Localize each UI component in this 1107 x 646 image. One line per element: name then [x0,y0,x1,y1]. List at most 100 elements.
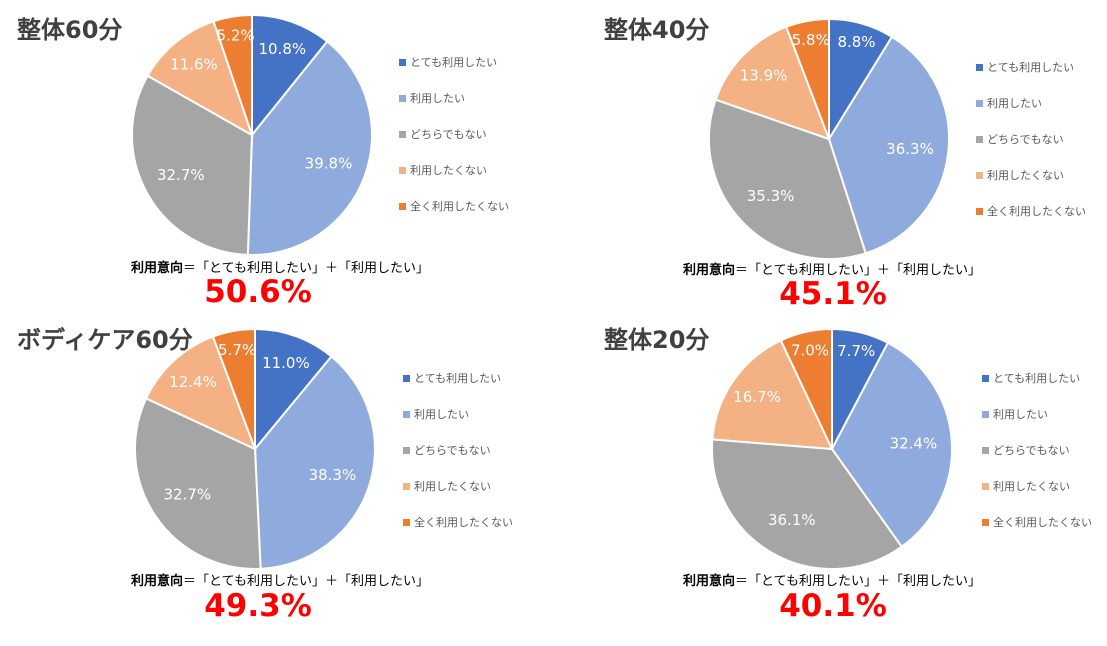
formula-expression: ＝「とても利用したい」＋「利用したい」 [735,263,981,278]
pie-data-label-very-unlikely: 5.8% [792,31,830,49]
pie-slice-neutral [134,397,262,570]
pie-slice-neutral [708,98,867,260]
pie-data-label-likely: 38.3% [309,466,357,484]
pie-data-label-neutral: 32.7% [157,166,205,184]
formula-label: 利用意向 [683,574,736,589]
pie-data-label-likely: 32.4% [890,435,938,453]
pie-data-label-very-likely: 11.0% [262,354,310,372]
pie-panel-seitai-60: 整体60分 10.8% 39.8% 32.7% 11.6% 5.2% とても利用したい利… [17,10,537,328]
pie-data-label-neutral: 32.7% [163,486,211,504]
pie-slice-neutral [711,438,904,570]
formula-expression: ＝「とても利用したい」＋「利用したい」 [183,261,429,276]
pie-data-label-unlikely: 12.4% [169,373,217,391]
pie-panel-seitai-40: 整体40分 8.8% 36.3% 35.3% 13.9% 5.8% とても利用したい 利用… [604,10,1107,328]
intent-percentage: 45.1% [779,276,887,312]
legend-label: どちらでもない [993,444,1070,457]
formula-label: 利用意向 [683,263,736,278]
legend-swatch [399,203,406,210]
legend-label: 利用したくない [410,164,487,177]
legend-swatch [403,411,410,418]
pie-slice-unlikely [714,25,831,141]
intent-percentage: 40.1% [779,588,887,624]
pie-slice-likely [246,40,373,256]
chart-title: ボディケア60分 [17,326,193,354]
legend-swatch [399,59,406,66]
legend-label: 利用したい [414,408,469,421]
legend-label: とても利用したい [410,56,498,69]
legend-swatch [403,447,410,454]
legend-label: 利用したくない [987,169,1064,182]
intent-percentage: 49.3% [204,588,312,624]
pie-slice-very-unlikely [212,13,253,136]
pie-chart: 11.0% 38.3% 32.7% 12.4%5.7% [134,327,376,570]
legend-swatch [982,375,989,382]
pie-data-label-likely: 39.8% [305,155,353,173]
legend-swatch [399,131,406,138]
pie-data-label-very-unlikely: 5.7% [218,341,256,359]
pie-slice-unlikely [146,20,254,138]
legend-swatch [399,95,406,102]
pie-chart: 10.8% 39.8% 32.7% 11.6% 5.2% [131,13,373,256]
pie-data-label-likely: 36.3% [886,140,934,158]
formula-expression: ＝「とても利用したい」＋「利用したい」 [735,574,981,589]
chart-title: 整体60分 [17,16,123,44]
pie-slice-likely [830,341,953,549]
pie-data-label-very-likely: 7.7% [837,342,875,360]
legend-swatch [976,64,983,71]
legend-label: 全く利用したくない [414,516,513,529]
formula-text: 利用意向＝「とても利用したい」＋「利用したい」 [131,257,429,276]
pie-slice-unlikely [144,335,257,451]
legend-swatch [982,411,989,418]
pie-panel-seitai-20: 整体20分 7.7% 32.4% 36.1% 16.7% 7.0% とても利用したい 利用… [604,320,1107,638]
pie-data-label-unlikely: 13.9% [740,67,788,85]
pie-data-label-unlikely: 16.7% [733,388,781,406]
pie-panel-bodycare-60: ボディケア60分 11.0% 38.3% 32.7% 12.4% 5.7% とても利用し… [17,320,537,638]
legend-label: とても利用したい [987,61,1075,74]
legend-swatch [399,167,406,174]
chart-title: 整体40分 [604,16,710,44]
legend-label: 利用したくない [993,480,1070,493]
legend-label: 利用したい [993,408,1048,421]
legend-label: 利用したくない [414,480,491,493]
pie-slice-very-unlikely [211,327,256,450]
pie-data-label-unlikely: 11.6% [170,56,218,74]
pie-data-label-very-likely: 8.8% [837,33,875,51]
legend-label: 利用したい [987,97,1042,110]
pie-data-label-very-unlikely: 7.0% [791,342,829,360]
legend-swatch [976,100,983,107]
pie-slice-unlikely [711,339,834,451]
legend-swatch [982,447,989,454]
pie-slice-neutral [131,74,254,256]
pie-slice-likely [253,355,376,570]
pie-slice-likely [827,35,950,255]
legend-swatch [982,519,989,526]
legend-swatch [976,208,983,215]
pie-data-label-neutral: 35.3% [747,187,795,205]
pie-data-label-very-unlikely: 5.2% [217,27,255,45]
legend-swatch [976,172,983,179]
legend-label: どちらでもない [414,444,491,457]
chart-title: 整体20分 [604,326,710,354]
pie-chart: 7.7% 32.4% 36.1% 16.7% 7.0% [711,327,953,570]
formula-text: 利用意向＝「とても利用したい」＋「利用したい」 [683,570,981,589]
legend-label: 利用したい [410,92,465,105]
formula-label: 利用意向 [131,261,184,276]
formula-label: 利用意向 [131,574,184,589]
pie-slice-very-unlikely [779,327,833,450]
formula-text: 利用意向＝「とても利用したい」＋「利用したい」 [683,259,981,278]
legend-label: 全く利用したくない [993,516,1092,529]
pie-chart: 8.8% 36.3% 35.3% 13.9%5.8% [708,17,950,260]
legend-label: どちらでもない [987,133,1064,146]
legend-label: どちらでもない [410,128,487,141]
legend-label: 全く利用したくない [987,205,1086,218]
legend-swatch [982,483,989,490]
formula-text: 利用意向＝「とても利用したい」＋「利用したい」 [131,570,429,589]
legend-label: とても利用したい [414,372,502,385]
legend-label: とても利用したい [993,372,1081,385]
pie-data-label-very-likely: 10.8% [258,40,306,58]
intent-percentage: 50.6% [204,274,312,310]
legend-swatch [403,519,410,526]
legend-swatch [976,136,983,143]
legend-swatch [403,375,410,382]
pie-data-label-neutral: 36.1% [768,511,816,529]
